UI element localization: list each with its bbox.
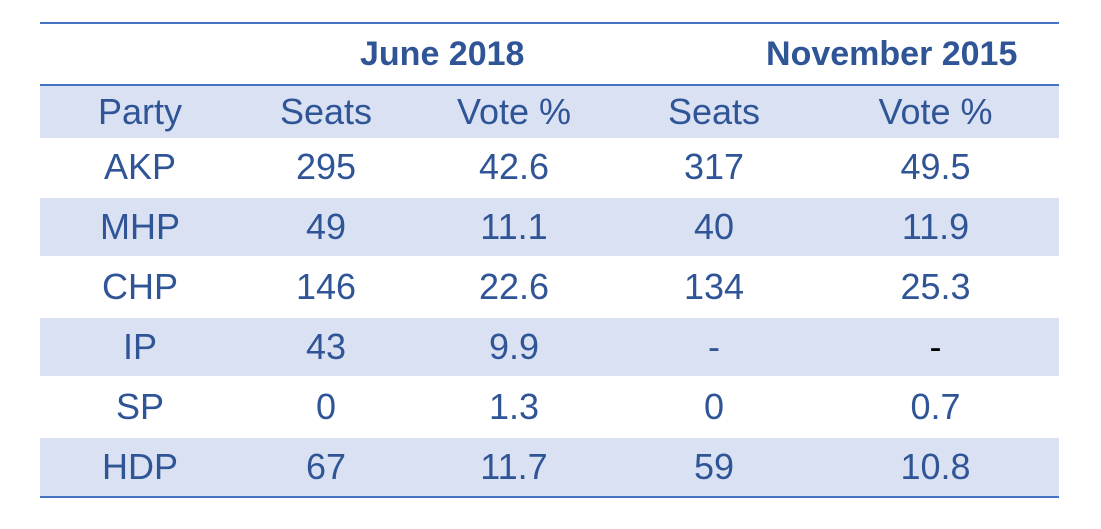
vote-2015-cell: 11.9 xyxy=(812,197,1060,258)
column-header-vote-2015: Vote % xyxy=(812,84,1060,138)
party-cell: IP xyxy=(40,317,240,378)
party-cell: AKP xyxy=(40,138,240,198)
column-header-seats-2015: Seats xyxy=(616,84,813,138)
party-cell: HDP xyxy=(40,437,240,498)
seats-2015-cell: 59 xyxy=(616,437,813,498)
vote-2018-cell: 1.3 xyxy=(412,377,617,438)
party-cell: MHP xyxy=(40,197,240,258)
party-cell: CHP xyxy=(40,257,240,318)
seats-2015-cell: 317 xyxy=(616,138,813,198)
election-results-table-container: June 2018 November 2015 Party Seats Vote… xyxy=(40,22,1060,498)
election-results-table: June 2018 November 2015 Party Seats Vote… xyxy=(40,22,1060,498)
party-cell: SP xyxy=(40,377,240,438)
group-header-row: June 2018 November 2015 xyxy=(40,22,1060,85)
seats-2018-cell: 67 xyxy=(240,437,412,498)
table-row-mhp: MHP 49 11.1 40 11.9 xyxy=(40,197,1060,258)
seats-2015-cell: 134 xyxy=(616,257,813,318)
vote-2018-cell: 42.6 xyxy=(412,138,617,198)
seats-2015-cell: 0 xyxy=(616,377,813,438)
table-row-sp: SP 0 1.3 0 0.7 xyxy=(40,377,1060,438)
table-row-hdp: HDP 67 11.7 59 10.8 xyxy=(40,437,1060,498)
vote-2015-cell: 49.5 xyxy=(812,138,1060,198)
table-row-akp: AKP 295 42.6 317 49.5 xyxy=(40,138,1060,198)
table-row-ip: IP 43 9.9 - - xyxy=(40,317,1060,378)
vote-2015-cell: 10.8 xyxy=(812,437,1060,498)
seats-2018-cell: 43 xyxy=(240,317,412,378)
vote-2015-cell: - xyxy=(812,317,1060,378)
vote-2018-cell: 22.6 xyxy=(412,257,617,318)
vote-2015-cell: 25.3 xyxy=(812,257,1060,318)
group-header-november-2015: November 2015 xyxy=(616,22,1060,85)
column-header-seats-2018: Seats xyxy=(240,84,412,138)
seats-2018-cell: 295 xyxy=(240,138,412,198)
seats-2018-cell: 146 xyxy=(240,257,412,318)
group-header-june-2018: June 2018 xyxy=(240,22,617,85)
vote-2015-cell: 0.7 xyxy=(812,377,1060,438)
table-row-chp: CHP 146 22.6 134 25.3 xyxy=(40,257,1060,318)
seats-2015-cell: - xyxy=(616,317,813,378)
vote-2018-cell: 9.9 xyxy=(412,317,617,378)
seats-2015-cell: 40 xyxy=(616,197,813,258)
vote-2018-cell: 11.1 xyxy=(412,197,617,258)
seats-2018-cell: 49 xyxy=(240,197,412,258)
column-header-party: Party xyxy=(40,84,240,138)
column-header-row: Party Seats Vote % Seats Vote % xyxy=(40,84,1060,138)
vote-2018-cell: 11.7 xyxy=(412,437,617,498)
group-header-empty xyxy=(40,22,240,85)
column-header-vote-2018: Vote % xyxy=(412,84,617,138)
seats-2018-cell: 0 xyxy=(240,377,412,438)
